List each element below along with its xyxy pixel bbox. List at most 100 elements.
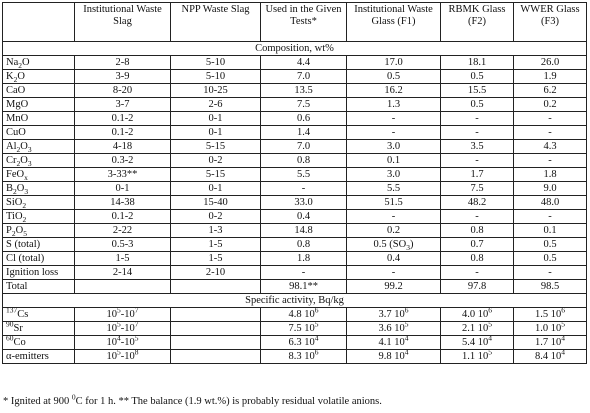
row-label: MgO <box>2 97 75 112</box>
value-mantissa: 4.1 10 <box>378 336 405 348</box>
row-label: TiO2 <box>2 209 75 224</box>
value-mantissa: 4.8 10 <box>288 308 315 320</box>
isotope-name: Sr <box>13 322 23 334</box>
isotope-name: Co <box>13 336 26 348</box>
table-cell: 2-14 <box>74 265 171 280</box>
table-cell: 48.0 <box>513 195 587 210</box>
table-cell: - <box>513 153 587 168</box>
table-cell: 7.0 <box>260 139 347 154</box>
value-mantissa: 10 <box>106 336 118 348</box>
table-cell: - <box>440 265 514 280</box>
footnote: * Ignited at 900 0C for 1 h. ** The bala… <box>3 393 382 407</box>
table-row: Cl (total) 1-5 1-5 1.8 0.4 0.8 0.5 <box>2 251 587 266</box>
label-base: Cl (total) <box>6 252 45 264</box>
value-mantissa: 8.4 10 <box>535 350 562 362</box>
table-cell: 9.8 104 <box>346 349 441 364</box>
value-mantissa: 3.7 10 <box>378 308 405 320</box>
value-mantissa: 2.1 10 <box>462 322 489 334</box>
table-cell: 3-7 <box>74 97 171 112</box>
row-label: α-emitters <box>2 349 75 364</box>
table-cell: 1.4 <box>260 125 347 140</box>
table-row: α-emitters 105-108 8.3 106 9.8 104 1.1 105 8.… <box>2 349 587 364</box>
table-row: P2O5 2-22 1-3 14.8 0.2 0.8 0.1 <box>2 223 587 238</box>
table-cell: 2-8 <box>74 55 171 70</box>
table-cell: 17.0 <box>346 55 441 70</box>
table-cell: - <box>440 209 514 224</box>
table-cell: - <box>440 111 514 126</box>
table-row: K2O 3-9 5-10 7.0 0.5 0.5 1.9 <box>2 69 587 84</box>
table-cell: 1.0 105 <box>513 321 587 336</box>
value-range-tail: -10 <box>120 308 135 320</box>
table-cell: 0-1 <box>74 181 171 196</box>
table-cell: 4.8 106 <box>260 307 347 322</box>
table-cell: 51.5 <box>346 195 441 210</box>
row-label: B2O3 <box>2 181 75 196</box>
table-cell: 2-6 <box>170 97 261 112</box>
table-cell: 4.4 <box>260 55 347 70</box>
table-row: Ignition loss 2-14 2-10- - - - <box>2 265 587 280</box>
table-cell: 105-107 <box>74 307 171 322</box>
label-base: S (total) <box>6 238 41 250</box>
label-tail: O <box>16 182 25 194</box>
label-base: MnO <box>6 112 29 124</box>
table-cell: 5-10 <box>170 55 261 70</box>
footnote-part-b: C for 1 h. ** The balance (1.9 wt.%) is … <box>75 396 382 407</box>
value-mantissa: 9.8 10 <box>378 350 405 362</box>
table-cell: 5-15 <box>170 167 261 182</box>
table-cell: 3.0 <box>346 167 441 182</box>
row-label: K2O <box>2 69 75 84</box>
value-exponent: 4 <box>404 349 409 356</box>
table-cell: 0.4 <box>260 209 347 224</box>
composition-table: Institutional Waste Slag NPP Waste Slag Us… <box>2 2 587 364</box>
table-cell: 1.8 <box>513 167 587 182</box>
table-cell: 4.3 <box>513 139 587 154</box>
table-cell: 7.5 <box>440 181 514 196</box>
table-cell: 1.7 104 <box>513 335 587 350</box>
table-cell: 1-5 <box>170 251 261 266</box>
table-cell: - <box>260 265 347 280</box>
row-label: 137Cs <box>2 307 75 322</box>
table-cell: 0.1-2 <box>74 209 171 224</box>
section-composition: Composition, wt% <box>2 41 587 56</box>
table-cell: 1.7 <box>440 167 514 182</box>
table-cell-empty <box>170 307 261 322</box>
row-label: CaO <box>2 83 75 98</box>
table-cell: 1.1 105 <box>440 349 514 364</box>
label-base: Cr <box>6 154 17 166</box>
section-activity-row: Specific activity, Bq/kg <box>2 293 587 308</box>
table-cell: 0.1 <box>346 153 441 168</box>
table-row: CaO 8-20 10-25 13.5 16.2 15.5 6.2 <box>2 83 587 98</box>
label-base: K <box>6 70 14 82</box>
label-sub: 2 <box>22 200 27 210</box>
isotope-mass: 90 <box>6 321 14 328</box>
value-mantissa: 8.3 10 <box>288 350 315 362</box>
table-cell: - <box>513 111 587 126</box>
table-cell: 6.3 104 <box>260 335 347 350</box>
table-cell: 5.5 <box>346 181 441 196</box>
table-cell: 18.1 <box>440 55 514 70</box>
table-row: CuO 0.1-2 0-1 1.4- - - <box>2 125 587 140</box>
table-row: MgO 3-7 2-6 7.5 1.3 0.5 0.2 <box>2 97 587 112</box>
column-header: Institutional Waste Slag <box>74 2 171 42</box>
table-cell: 5-10 <box>170 69 261 84</box>
label-base: TiO <box>6 210 23 222</box>
table-cell: 0-2 <box>170 209 261 224</box>
table-row: Na2O 2-8 5-10 4.4 17.0 18.1 26.0 <box>2 55 587 70</box>
table-cell: 0.1 <box>513 223 587 238</box>
header-row: Institutional Waste Slag NPP Waste Slag Us… <box>2 2 587 42</box>
table-cell: 15-40 <box>170 195 261 210</box>
label-base: CuO <box>6 126 26 138</box>
table-cell: 3-9 <box>74 69 171 84</box>
table-row: S (total) 0.5-3 1-5 0.8 0.5 (SO3) 0.7 0.5 <box>2 237 587 252</box>
table-cell <box>170 279 261 294</box>
table-cell: 0.5 <box>513 237 587 252</box>
label-sub: 2 <box>13 74 18 84</box>
table-cell: 0.5 (SO3) <box>346 237 441 252</box>
footnote-part-a: * Ignited at 900 <box>3 396 72 407</box>
table-cell: 14.8 <box>260 223 347 238</box>
label-base: Na <box>6 56 19 68</box>
row-label: Total <box>2 279 75 294</box>
row-label: 90Sr <box>2 321 75 336</box>
table-cell: 26.0 <box>513 55 587 70</box>
